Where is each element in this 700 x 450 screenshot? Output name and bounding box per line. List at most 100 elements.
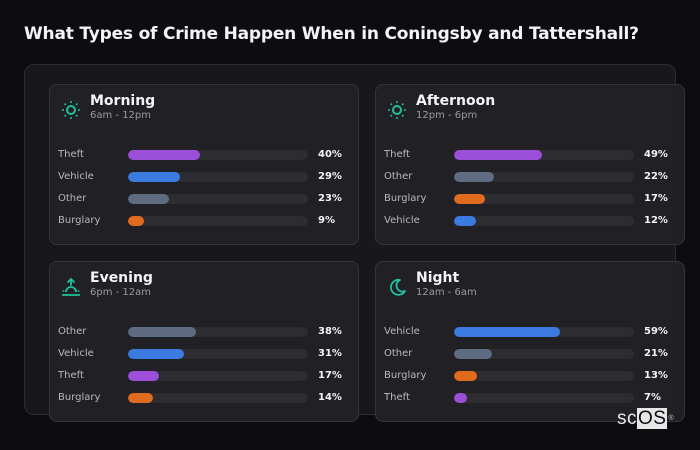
bar-fill bbox=[454, 216, 476, 226]
bar-value: 7% bbox=[644, 392, 661, 403]
bar-row: Burglary 9% bbox=[58, 213, 348, 235]
bar-track bbox=[454, 393, 634, 403]
bar-fill bbox=[128, 172, 181, 182]
sun-icon bbox=[388, 101, 406, 119]
bar-row: Burglary 17% bbox=[384, 191, 674, 213]
bar-value: 31% bbox=[318, 348, 342, 359]
bar-label: Burglary bbox=[58, 215, 101, 226]
bar-list: Other 38% Vehicle 31% Theft 17% Burglary 14% bbox=[58, 324, 348, 412]
bar-value: 22% bbox=[644, 171, 668, 182]
bar-fill bbox=[454, 172, 494, 182]
bar-track bbox=[128, 216, 308, 226]
bar-fill bbox=[454, 327, 561, 337]
bar-label: Other bbox=[384, 348, 413, 359]
card-title: Evening bbox=[90, 270, 153, 286]
card-evening: Evening 6pm - 12am Other 38% Vehicle 31% The… bbox=[49, 261, 359, 422]
bar-value: 17% bbox=[318, 370, 342, 381]
bar-label: Theft bbox=[58, 149, 84, 160]
card-time-range: 12pm - 6pm bbox=[416, 110, 478, 121]
bar-row: Theft 17% bbox=[58, 368, 348, 390]
sun-icon bbox=[62, 101, 80, 119]
bar-value: 59% bbox=[644, 326, 668, 337]
bar-fill bbox=[128, 194, 170, 204]
bar-fill bbox=[454, 371, 478, 381]
bar-row: Other 22% bbox=[384, 169, 674, 191]
bar-value: 29% bbox=[318, 171, 342, 182]
bar-list: Theft 40% Vehicle 29% Other 23% Burglary 9% bbox=[58, 147, 348, 235]
bar-row: Theft 49% bbox=[384, 147, 674, 169]
bar-value: 13% bbox=[644, 370, 668, 381]
card-time-range: 12am - 6am bbox=[416, 287, 477, 298]
bar-value: 40% bbox=[318, 149, 342, 160]
bar-label: Burglary bbox=[58, 392, 101, 403]
bar-value: 21% bbox=[644, 348, 668, 359]
bar-label: Burglary bbox=[384, 370, 427, 381]
bar-list: Vehicle 59% Other 21% Burglary 13% Theft 7% bbox=[384, 324, 674, 412]
bar-track bbox=[128, 172, 308, 182]
bar-track bbox=[128, 194, 308, 204]
bar-track bbox=[454, 371, 634, 381]
bar-label: Other bbox=[58, 193, 87, 204]
bar-label: Vehicle bbox=[384, 215, 420, 226]
bar-label: Vehicle bbox=[58, 348, 94, 359]
bar-fill bbox=[128, 349, 184, 359]
bar-fill bbox=[128, 371, 159, 381]
bar-value: 14% bbox=[318, 392, 342, 403]
bar-fill bbox=[128, 216, 145, 226]
bar-value: 17% bbox=[644, 193, 668, 204]
page-title: What Types of Crime Happen When in Conin… bbox=[24, 24, 639, 44]
bar-row: Theft 7% bbox=[384, 390, 674, 412]
bar-value: 12% bbox=[644, 215, 668, 226]
bar-fill bbox=[454, 150, 543, 160]
bar-list: Theft 49% Other 22% Burglary 17% Vehicle 12% bbox=[384, 147, 674, 235]
bar-track bbox=[454, 216, 634, 226]
bar-value: 23% bbox=[318, 193, 342, 204]
bar-label: Other bbox=[58, 326, 87, 337]
bar-track bbox=[454, 194, 634, 204]
bar-fill bbox=[128, 327, 197, 337]
bar-row: Burglary 14% bbox=[58, 390, 348, 412]
bar-track bbox=[128, 371, 308, 381]
bar-row: Vehicle 12% bbox=[384, 213, 674, 235]
bar-track bbox=[128, 150, 308, 160]
card-night: Night 12am - 6am Vehicle 59% Other 21% Burgl… bbox=[375, 261, 685, 422]
bar-row: Vehicle 29% bbox=[58, 169, 348, 191]
bar-label: Other bbox=[384, 171, 413, 182]
bar-row: Vehicle 31% bbox=[58, 346, 348, 368]
bar-row: Other 23% bbox=[58, 191, 348, 213]
bar-track bbox=[454, 327, 634, 337]
bar-value: 38% bbox=[318, 326, 342, 337]
moon-icon bbox=[390, 278, 406, 296]
card-afternoon: Afternoon 12pm - 6pm Theft 49% Other 22% Bur… bbox=[375, 84, 685, 245]
bar-track bbox=[128, 327, 308, 337]
bar-label: Theft bbox=[58, 370, 84, 381]
bar-track bbox=[128, 349, 308, 359]
bar-track bbox=[454, 172, 634, 182]
bar-track bbox=[128, 393, 308, 403]
card-title: Morning bbox=[90, 93, 156, 109]
bar-label: Theft bbox=[384, 392, 410, 403]
card-morning: Morning 6am - 12pm Theft 40% Vehicle 29% Oth… bbox=[49, 84, 359, 245]
card-title: Afternoon bbox=[416, 93, 496, 109]
card-time-range: 6am - 12pm bbox=[90, 110, 152, 121]
card-title: Night bbox=[416, 270, 460, 286]
scos-logo: scOS ® bbox=[617, 408, 675, 429]
bar-value: 9% bbox=[318, 215, 335, 226]
bar-label: Vehicle bbox=[58, 171, 94, 182]
bar-fill bbox=[128, 150, 200, 160]
bar-fill bbox=[454, 349, 492, 359]
bar-label: Vehicle bbox=[384, 326, 420, 337]
bar-row: Theft 40% bbox=[58, 147, 348, 169]
bar-fill bbox=[454, 194, 485, 204]
bar-row: Vehicle 59% bbox=[384, 324, 674, 346]
bar-label: Theft bbox=[384, 149, 410, 160]
bar-track bbox=[454, 349, 634, 359]
sunset-icon bbox=[62, 277, 80, 296]
bar-row: Burglary 13% bbox=[384, 368, 674, 390]
bar-row: Other 38% bbox=[58, 324, 348, 346]
bar-track bbox=[454, 150, 634, 160]
bar-value: 49% bbox=[644, 149, 668, 160]
bar-label: Burglary bbox=[384, 193, 427, 204]
bar-fill bbox=[128, 393, 154, 403]
bar-fill bbox=[454, 393, 467, 403]
